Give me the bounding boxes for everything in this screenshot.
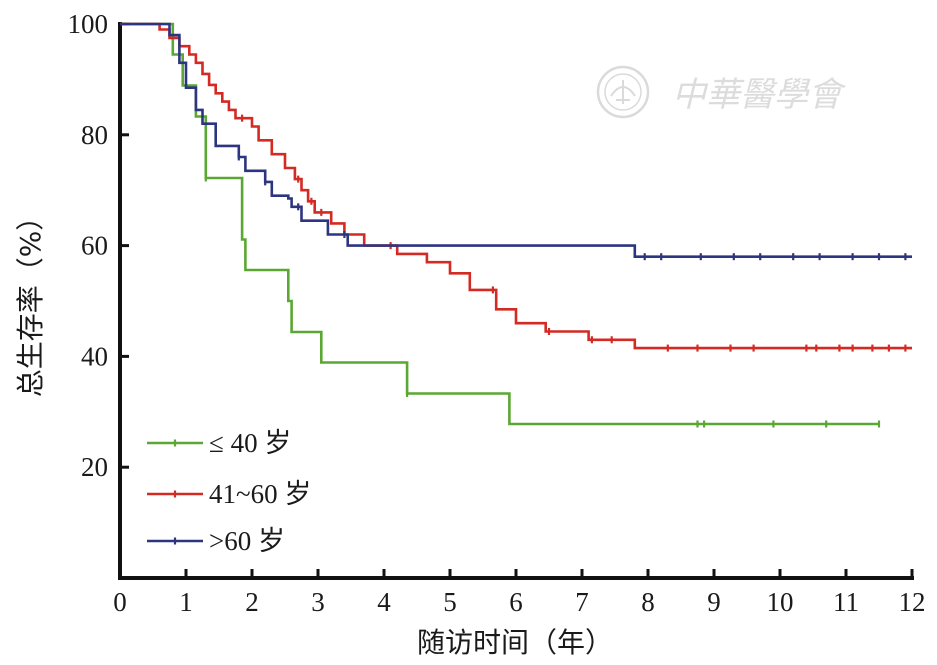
x-tick-label: 11 — [833, 587, 859, 617]
x-tick-label: 4 — [377, 587, 391, 617]
legend-item-3: >60 岁 — [147, 526, 285, 556]
x-tick-label: 2 — [245, 587, 259, 617]
legend-item-2: 41~60 岁 — [147, 479, 311, 509]
x-tick-label: 0 — [113, 587, 127, 617]
y-tick-label: 20 — [81, 452, 108, 482]
series-3 — [120, 22, 912, 261]
y-tick-label: 80 — [81, 120, 108, 150]
legend-label: ≤ 40 岁 — [209, 428, 291, 458]
legend-item-1: ≤ 40 岁 — [147, 428, 291, 458]
watermark: 中華醫學會 — [596, 65, 847, 119]
y-tick-label: 100 — [68, 9, 109, 39]
series-3-line — [120, 22, 912, 259]
legend-label: >60 岁 — [209, 526, 285, 556]
x-tick-label: 6 — [509, 587, 523, 617]
legend-label: 41~60 岁 — [209, 479, 311, 509]
series-2 — [120, 22, 912, 352]
series-2-line — [120, 22, 912, 350]
series-1 — [120, 22, 881, 428]
watermark-seal-icon — [596, 65, 650, 119]
series-layer — [120, 22, 912, 428]
y-tick-label: 60 — [81, 231, 108, 261]
x-tick-label: 10 — [767, 587, 794, 617]
series-1-line — [120, 22, 879, 426]
y-axis-title: 总生存率（%） — [14, 203, 47, 398]
x-tick-label: 9 — [707, 587, 721, 617]
x-axis-title: 随访时间（年） — [417, 626, 613, 659]
legend: ≤ 40 岁 41~60 岁 >60 岁 — [147, 428, 311, 556]
x-tick-label: 3 — [311, 587, 325, 617]
y-tick-label: 40 — [81, 341, 108, 371]
x-tick-label: 1 — [179, 587, 193, 617]
watermark-text: 中華醫學會 — [672, 75, 847, 115]
x-tick-label: 8 — [641, 587, 655, 617]
x-tick-label: 5 — [443, 587, 457, 617]
x-tick-label: 12 — [899, 587, 926, 617]
x-tick-label: 7 — [575, 587, 589, 617]
